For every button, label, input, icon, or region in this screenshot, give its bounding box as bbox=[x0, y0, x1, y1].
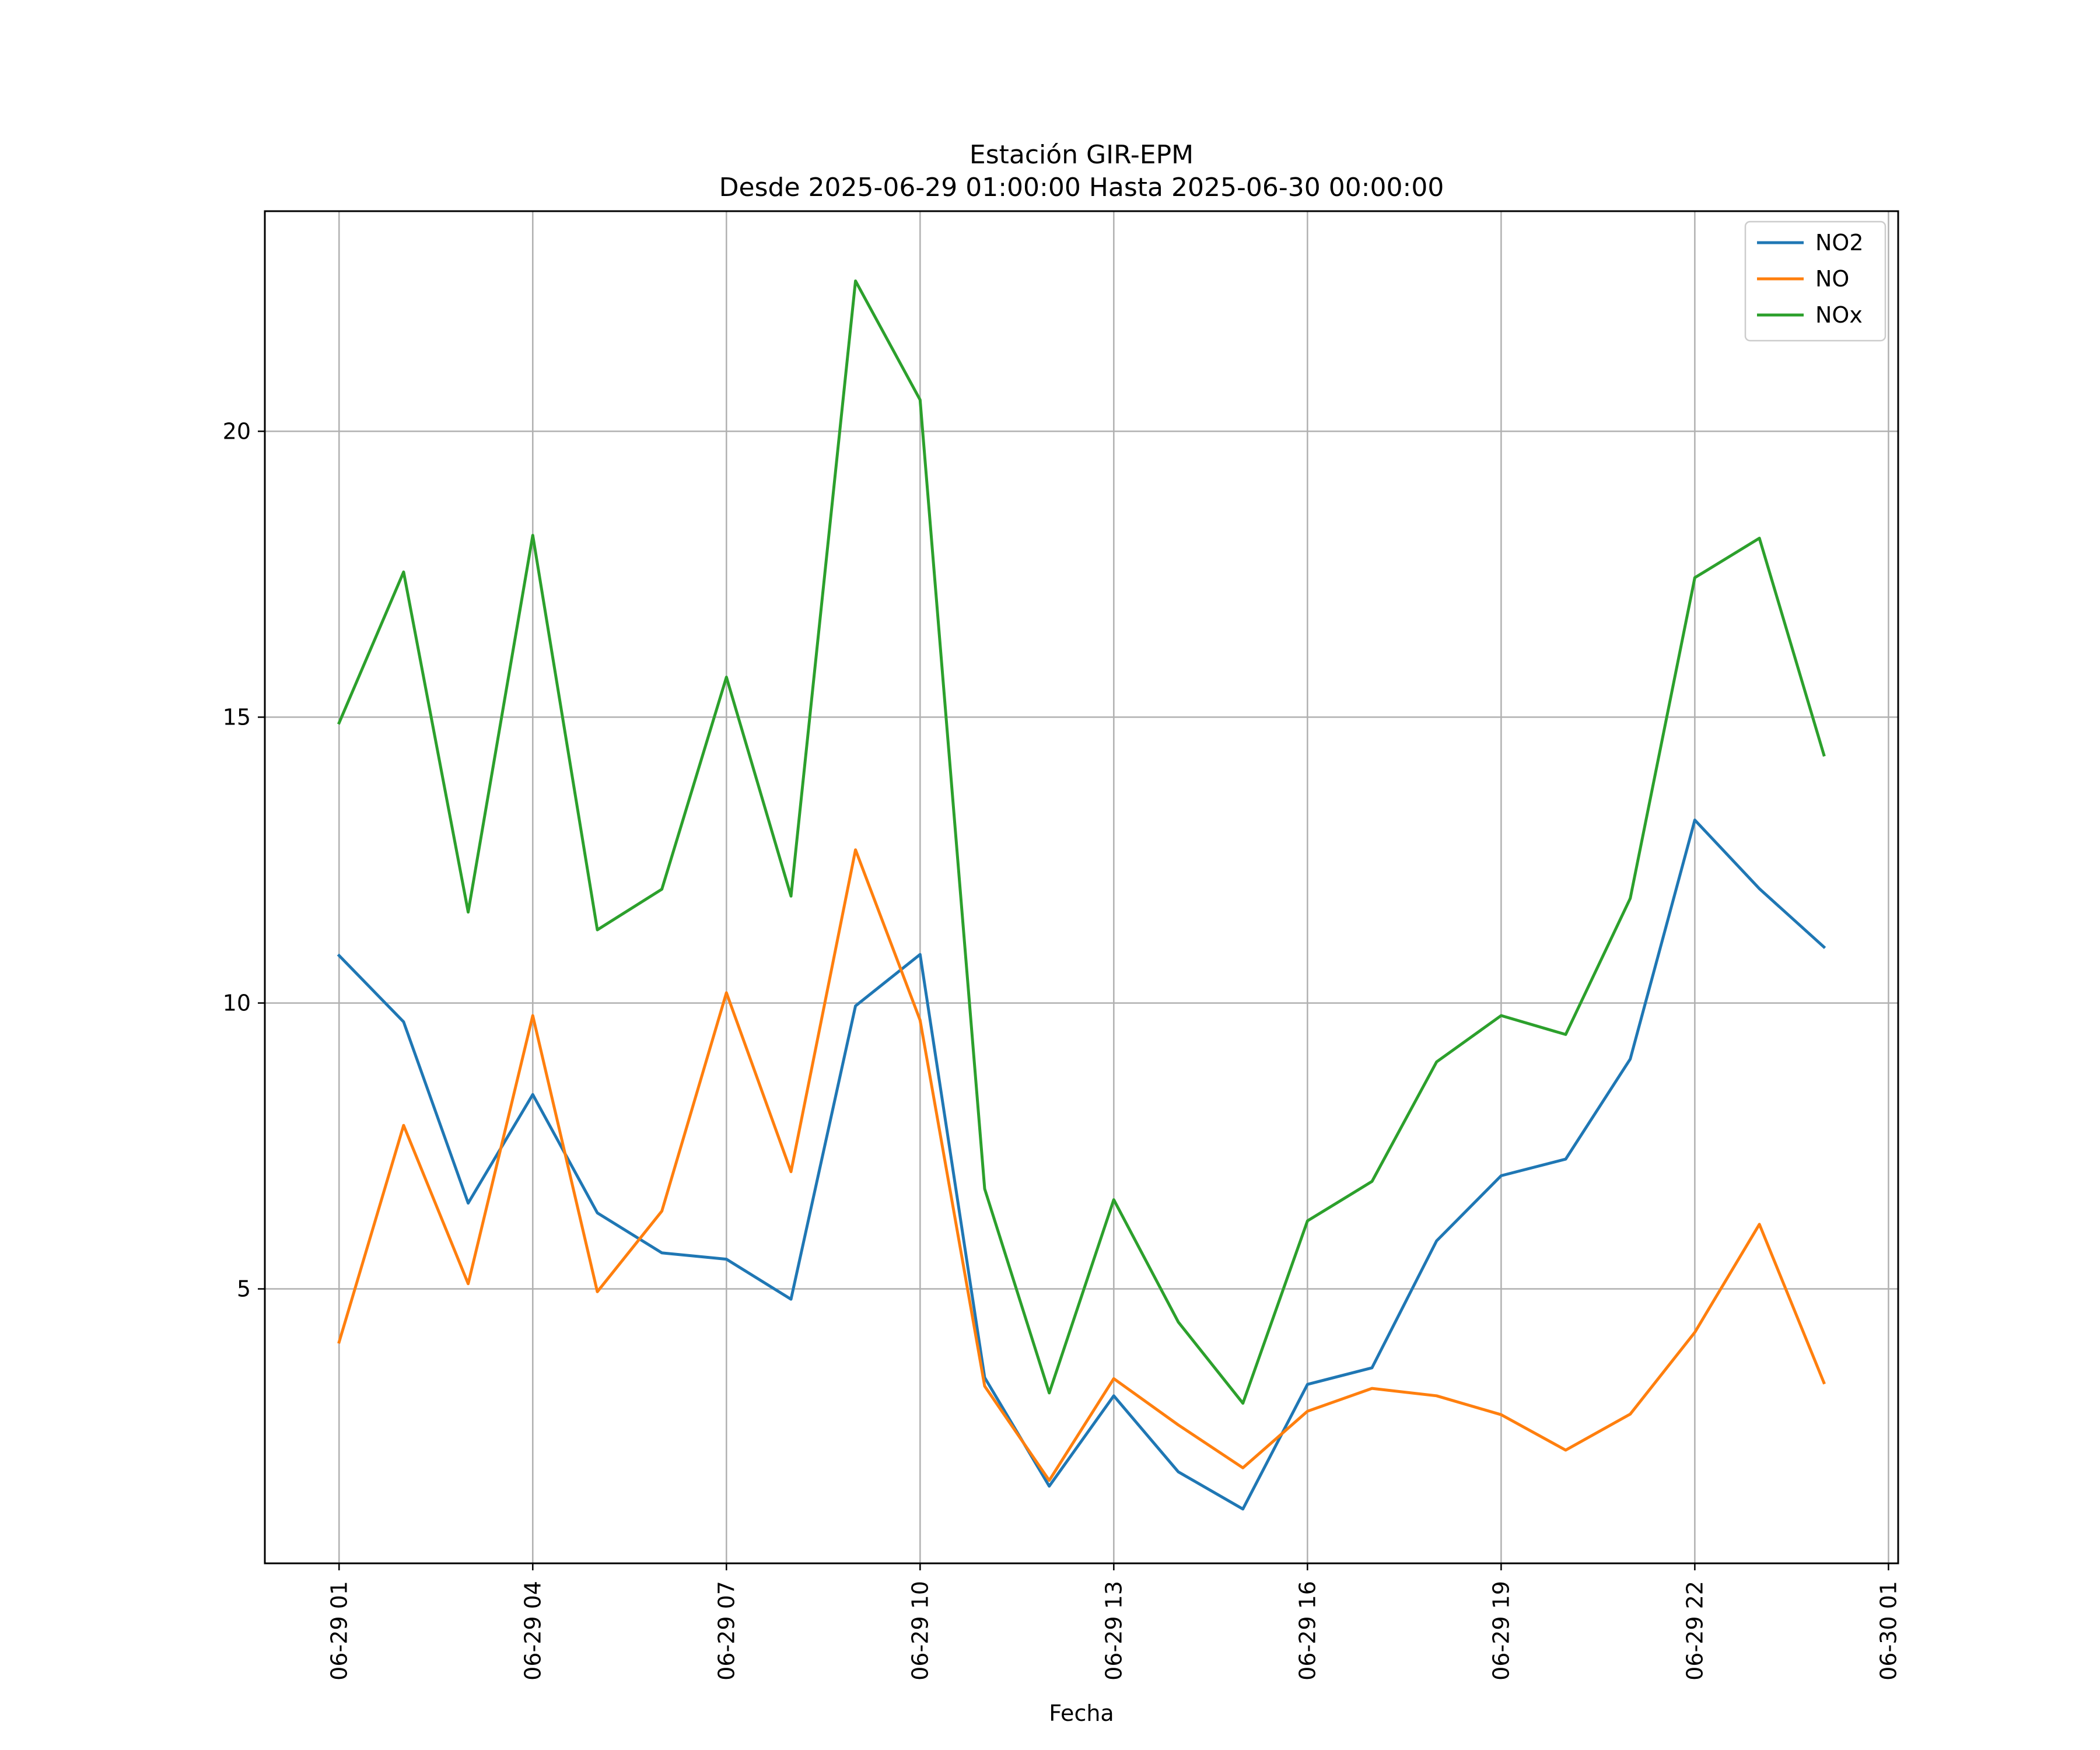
y-tick-label: 15 bbox=[223, 704, 251, 730]
x-tick-label: 06-29 07 bbox=[713, 1581, 739, 1681]
y-tick-label: 20 bbox=[223, 418, 251, 444]
x-axis-label: Fecha bbox=[1049, 1700, 1114, 1726]
grid bbox=[265, 211, 1898, 1563]
legend-label-no: NO bbox=[1815, 266, 1849, 292]
chart-subtitle: Desde 2025-06-29 01:00:00 Hasta 2025-06-… bbox=[719, 173, 1444, 202]
axis-ticks: 06-29 01 06-29 04 06-29 07 06-29 10 06-29 13… bbox=[223, 418, 1902, 1681]
series-line-no bbox=[337, 848, 1826, 1482]
legend: NO2 NO NOx bbox=[1744, 220, 1887, 342]
x-tick-label: 06-29 22 bbox=[1682, 1581, 1707, 1681]
x-tick-label: 06-30 01 bbox=[1875, 1581, 1901, 1681]
x-tick-label: 06-29 16 bbox=[1294, 1581, 1320, 1681]
plot-area-frame bbox=[264, 210, 1899, 1564]
legend-box bbox=[1744, 220, 1887, 342]
series-line-nox bbox=[337, 279, 1826, 1405]
x-tick-label: 06-29 01 bbox=[326, 1581, 352, 1681]
y-tick-label: 5 bbox=[237, 1276, 251, 1302]
x-tick-label: 06-29 10 bbox=[907, 1581, 933, 1681]
x-tick-label: 06-29 13 bbox=[1101, 1581, 1126, 1681]
series-line-no2 bbox=[337, 818, 1826, 1511]
legend-label-no2: NO2 bbox=[1815, 230, 1864, 256]
y-tick-label: 10 bbox=[223, 990, 251, 1016]
series-lines bbox=[337, 279, 1826, 1511]
x-tick-label: 06-29 04 bbox=[520, 1581, 545, 1681]
x-tick-label: 06-29 19 bbox=[1488, 1581, 1514, 1681]
chart-title: Estación GIR-EPM bbox=[970, 140, 1194, 170]
legend-label-nox: NOx bbox=[1815, 302, 1863, 328]
